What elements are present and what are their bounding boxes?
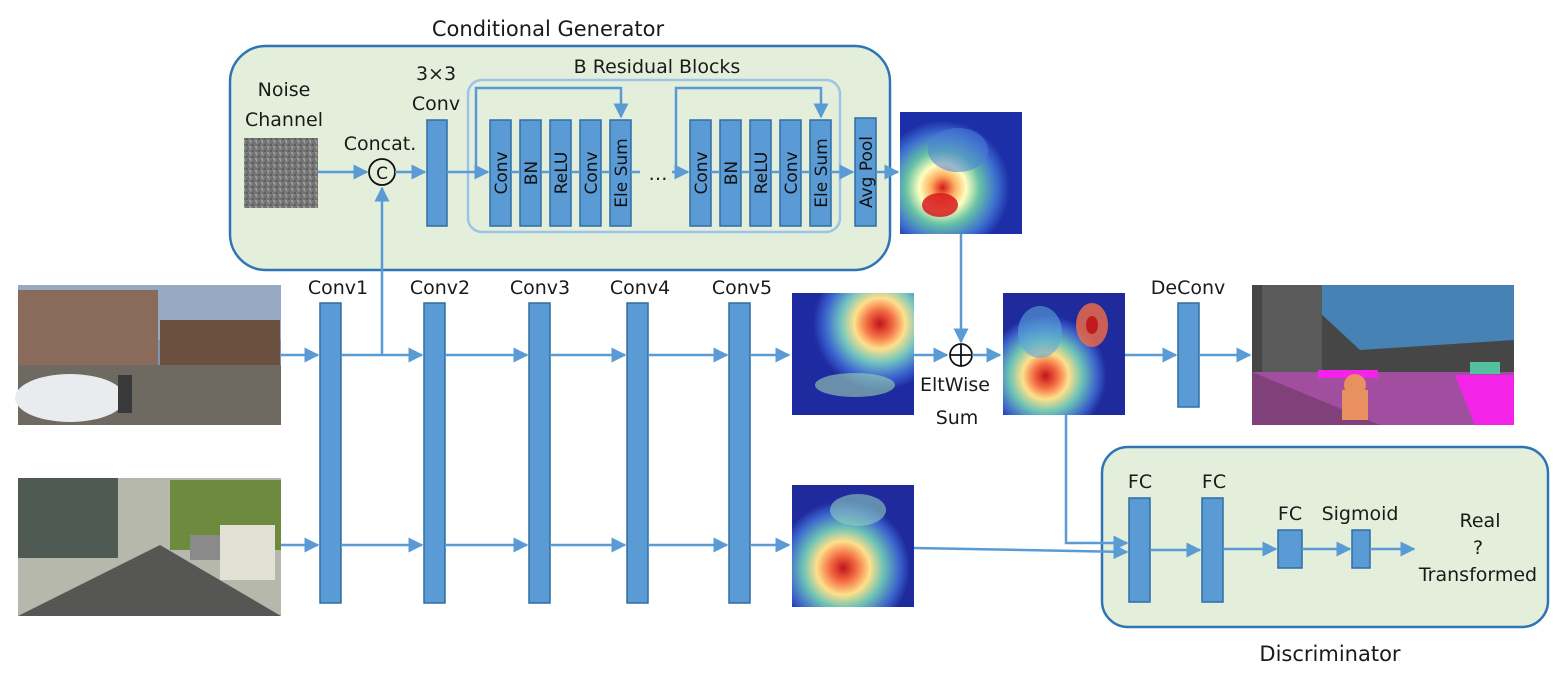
res2-elesum-label: Ele Sum [812, 138, 832, 207]
conv3x3-label-1: 3×3 [416, 63, 456, 85]
sigmoid-block [1351, 529, 1371, 569]
output-transformed: Transformed [1418, 564, 1537, 586]
sigmoid-label: Sigmoid [1322, 503, 1399, 525]
arrow-bottom-discriminator [913, 544, 1129, 560]
noise-image [244, 138, 318, 208]
residual-ellipsis: … [649, 163, 668, 185]
conv4-block [626, 302, 649, 604]
residual-block-1: Conv BN ReLU Conv Ele Sum [489, 119, 632, 227]
deconv-block [1177, 302, 1200, 408]
heatmap-generator-output [900, 112, 1022, 234]
output-question: ? [1473, 537, 1483, 559]
res1-relu-label: ReLU [552, 152, 572, 195]
input-image-bottom [18, 478, 281, 616]
arrow-sum-discriminator [1064, 415, 1129, 551]
deconv-label: DeConv [1151, 277, 1226, 299]
noise-label-2: Channel [245, 109, 323, 131]
res1-elesum-label: Ele Sum [612, 138, 632, 207]
conv1-label: Conv1 [308, 277, 368, 299]
res2-conv-a-label: Conv [692, 151, 712, 194]
conv5-block [728, 302, 751, 604]
residual-block-2: Conv BN ReLU Conv Ele Sum [689, 119, 832, 227]
fc3-block [1277, 529, 1303, 569]
eltwise-label-1: EltWise [920, 374, 990, 396]
heatmap-conv5-top [792, 293, 914, 415]
conv2-block [423, 302, 446, 604]
conv5-label: Conv5 [712, 277, 772, 299]
generator-title: Conditional Generator [432, 17, 665, 41]
heatmap-conv5-bottom [792, 485, 914, 607]
eltwise-plus [950, 344, 972, 366]
noise-label-1: Noise [258, 79, 311, 101]
fc1-label: FC [1128, 471, 1152, 493]
avgpool-label: Avg Pool [857, 136, 877, 208]
res1-bn-label: BN [522, 161, 542, 185]
conv3-block [528, 302, 551, 604]
fc2-block [1201, 497, 1224, 603]
conv3x3-block [426, 119, 448, 227]
concat-label: Concat. [344, 133, 417, 155]
skip-connection-1 [474, 86, 629, 172]
eltwise-label-2: Sum [936, 407, 979, 429]
conv1-block [319, 302, 342, 604]
fc2-label: FC [1202, 471, 1226, 493]
res2-bn-label: BN [722, 161, 742, 185]
res1-conv-a-label: Conv [492, 151, 512, 194]
discriminator-title: Discriminator [1259, 642, 1401, 666]
fc1-block [1128, 497, 1151, 603]
concat-symbol-letter: C [376, 164, 388, 184]
output-real: Real [1460, 510, 1501, 532]
conv4-label: Conv4 [610, 277, 670, 299]
segmentation-map [1252, 285, 1514, 425]
fc3-label: FC [1278, 503, 1302, 525]
res2-relu-label: ReLU [752, 152, 772, 195]
residual-title: B Residual Blocks [574, 56, 741, 78]
input-image-top [15, 285, 281, 425]
conv2-label: Conv2 [410, 277, 470, 299]
heatmap-sum [1003, 293, 1125, 415]
conv3x3-label-2: Conv [412, 93, 460, 115]
skip-connection-2 [674, 86, 829, 172]
conv3-label: Conv3 [510, 277, 570, 299]
residual-group [466, 78, 842, 234]
res2-conv-b-label: Conv [782, 151, 802, 194]
res1-conv-b-label: Conv [582, 151, 602, 194]
